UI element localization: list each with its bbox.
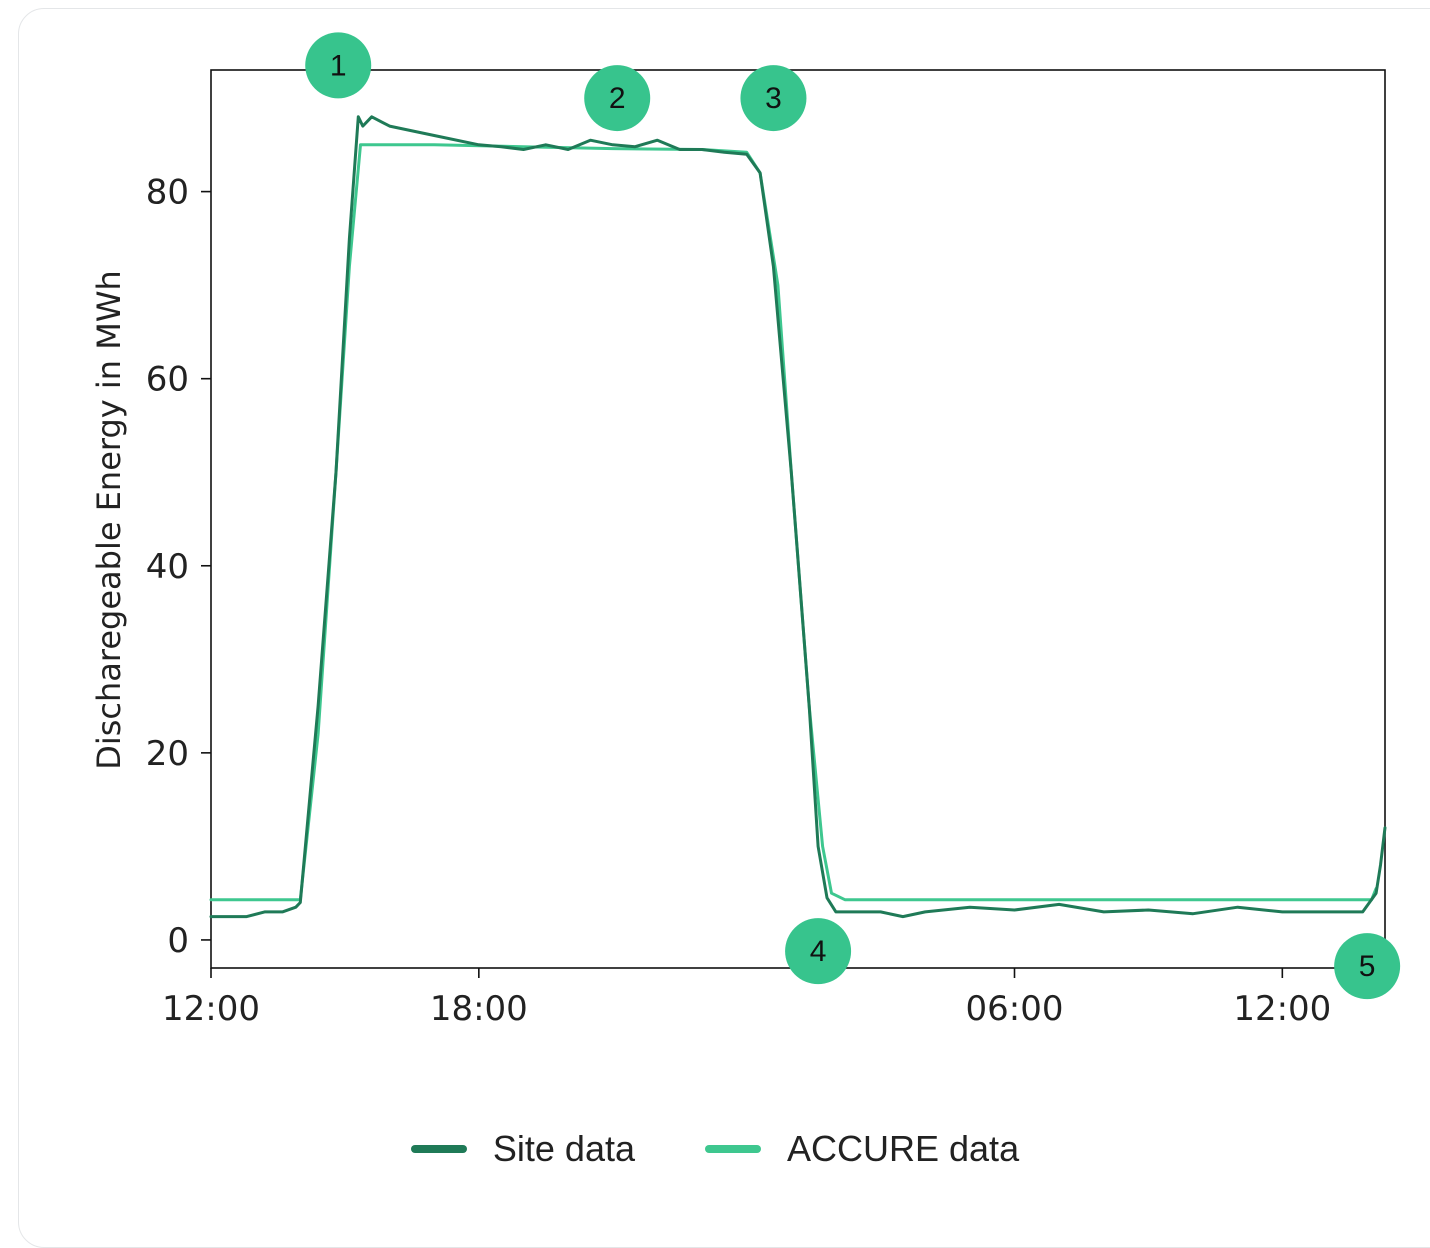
annotation-circle [1334, 933, 1401, 1000]
annotation-marker-5[interactable]: 5 [1334, 933, 1401, 1000]
plot-frame-rect [210, 69, 1386, 969]
annotation-marker-4[interactable]: 4 [785, 918, 852, 985]
x-tick-label: 06:00 [966, 989, 1064, 1029]
y-tick-label: 20 [146, 734, 189, 774]
annotation-label: 4 [810, 935, 827, 968]
annotation-label: 3 [765, 82, 782, 115]
annotation-circle [305, 32, 372, 99]
y-tick-label: 40 [146, 547, 189, 587]
legend-item-site[interactable]: Site data [410, 1128, 635, 1170]
annotation-circle [740, 65, 807, 132]
annotation-markers: 1 2 3 4 5 [305, 32, 1401, 1000]
x-tick-label: 18:00 [430, 989, 528, 1029]
chart-card [18, 8, 1430, 1248]
legend-label-site: Site data [492, 1128, 635, 1169]
legend-item-accure[interactable]: ACCURE data [705, 1128, 1019, 1170]
x-axis-ticks: 12:00 18:00 06:00 12:00 [162, 968, 1331, 1029]
series-line-site-data [209, 115, 1387, 919]
legend-label-accure: ACCURE data [787, 1128, 1020, 1169]
annotation-label: 1 [330, 49, 347, 82]
x-tick-label: 12:00 [1233, 989, 1331, 1029]
annotation-marker-2[interactable]: 2 [584, 65, 651, 132]
y-tick-label: 80 [146, 173, 189, 213]
series-lines [209, 115, 1387, 919]
line-chart: 0 20 40 60 80 12:00 18:00 06:00 12:00 1 2 3 4 5 Dis… [90, 32, 1401, 1029]
y-tick-label: 0 [167, 921, 189, 961]
series-line-accure-data [209, 143, 1378, 902]
annotation-label: 2 [609, 82, 626, 115]
legend-swatch-site [410, 1145, 467, 1153]
y-tick-label: 60 [146, 360, 189, 400]
annotation-label: 5 [1359, 950, 1376, 983]
y-axis-ticks: 0 20 40 60 80 [146, 173, 211, 961]
chart-legend: Site data ACCURE data [0, 1128, 1430, 1170]
annotation-marker-3[interactable]: 3 [740, 65, 807, 132]
x-tick-label: 12:00 [162, 989, 260, 1029]
y-axis-label: Discharegeable Energy in MWh [90, 270, 128, 770]
legend-swatch-accure [705, 1145, 761, 1153]
plot-frame [210, 69, 1386, 969]
annotation-marker-1[interactable]: 1 [305, 32, 372, 99]
annotation-circle [785, 918, 852, 985]
annotation-circle [584, 65, 651, 132]
